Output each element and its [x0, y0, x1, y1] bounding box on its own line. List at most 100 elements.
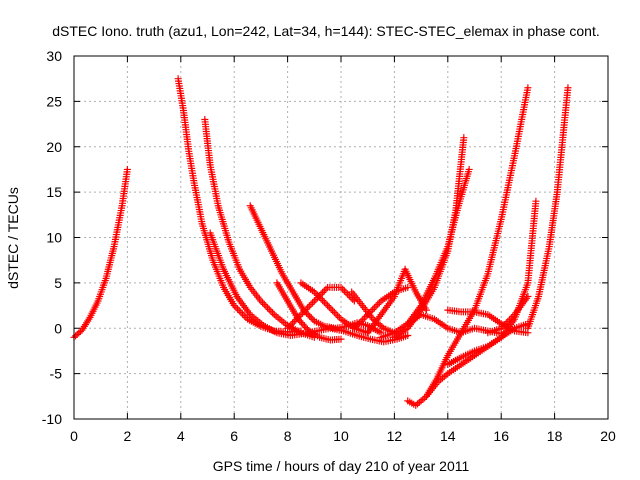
data-point [315, 293, 323, 301]
data-point [264, 304, 272, 312]
data-point [235, 307, 243, 315]
data-point [372, 302, 380, 310]
data-point [332, 310, 340, 318]
series-13 [404, 165, 473, 328]
data-point [330, 308, 338, 316]
data-point [335, 313, 343, 321]
x-tick-label: 8 [284, 428, 292, 444]
data-point [287, 321, 295, 329]
data-point [297, 319, 305, 327]
data-point [369, 306, 377, 314]
series-19 [524, 84, 572, 332]
chart-title: dSTEC Iono. truth (azu1, Lon=242, Lat=34… [52, 23, 599, 39]
data-point [337, 335, 345, 343]
data-point [322, 300, 330, 308]
data-point [499, 323, 507, 331]
data-point [322, 285, 330, 293]
data-point [504, 317, 512, 325]
data-point [532, 197, 540, 205]
data-point [310, 297, 318, 305]
x-tick-label: 10 [333, 428, 349, 444]
data-point [364, 311, 372, 319]
data-point [304, 304, 312, 312]
x-tick-label: 0 [70, 428, 78, 444]
data-point [370, 304, 378, 312]
data-point [297, 311, 305, 319]
data-point [350, 324, 358, 332]
series-3 [206, 229, 412, 346]
axis-ticks: 0 2 4 6 8 10 12 14 16 18 20 -10 -5 0 5 10 15 20 25 30 [42, 48, 616, 444]
data-point [310, 288, 318, 296]
data-point [234, 305, 242, 313]
data-point [460, 134, 468, 142]
data-point [404, 283, 412, 291]
data-point [299, 309, 307, 317]
series-1 [174, 75, 305, 336]
data-point [355, 319, 363, 327]
data-point [509, 312, 517, 320]
y-tick-label: -10 [42, 411, 62, 427]
data-point [239, 310, 247, 318]
data-point [285, 323, 293, 331]
data-point [524, 292, 532, 300]
data-point [265, 306, 273, 314]
x-tick-label: 2 [124, 428, 132, 444]
x-tick-label: 6 [230, 428, 238, 444]
data-point [284, 324, 292, 332]
data-point [334, 312, 342, 320]
data-point [269, 309, 277, 317]
data-point [292, 316, 300, 324]
data-point [524, 84, 532, 92]
data-point [303, 325, 311, 333]
y-tick-label: 0 [54, 320, 62, 336]
data-point [257, 297, 265, 305]
data-point [306, 312, 314, 320]
data-point [317, 295, 325, 303]
data-point [357, 317, 365, 325]
y-tick-label: 15 [46, 184, 62, 200]
series-0 [70, 165, 131, 341]
grid [74, 56, 608, 419]
data-point [302, 324, 310, 332]
x-tick-label: 4 [177, 428, 185, 444]
data-point [259, 299, 267, 307]
data-point [302, 306, 310, 314]
data-point [359, 316, 367, 324]
data-point [360, 314, 368, 322]
data-point [404, 332, 412, 340]
series-7 [297, 279, 372, 337]
data-point [300, 307, 308, 315]
series-16 [444, 320, 532, 369]
x-tick-label: 20 [600, 428, 616, 444]
data-point [365, 309, 373, 317]
data-point [325, 303, 333, 311]
data-point [320, 287, 328, 295]
data-point [324, 302, 332, 310]
data-point [232, 303, 240, 311]
data-point [237, 308, 245, 316]
data-point [289, 319, 297, 327]
data-point [240, 312, 248, 320]
data-point [123, 165, 131, 173]
data-point [507, 314, 515, 322]
x-axis-label: GPS time / hours of day 210 of year 2011 [213, 458, 470, 474]
data-point [290, 317, 298, 325]
data-point [374, 300, 382, 308]
data-point [307, 300, 315, 308]
x-tick-label: 12 [387, 428, 403, 444]
data-point [262, 302, 270, 310]
data-point [367, 307, 375, 315]
data-point [309, 299, 317, 307]
series-14 [404, 84, 532, 409]
data-point [312, 290, 320, 298]
x-tick-label: 16 [493, 428, 509, 444]
data-point [304, 311, 312, 319]
y-tick-label: 20 [46, 139, 62, 155]
data-point [319, 296, 327, 304]
data-point [299, 320, 307, 328]
plot-frame [73, 55, 609, 420]
data-point [339, 285, 347, 293]
data-point [309, 315, 317, 323]
data-point [327, 305, 335, 313]
y-tick-label: 5 [54, 275, 62, 291]
